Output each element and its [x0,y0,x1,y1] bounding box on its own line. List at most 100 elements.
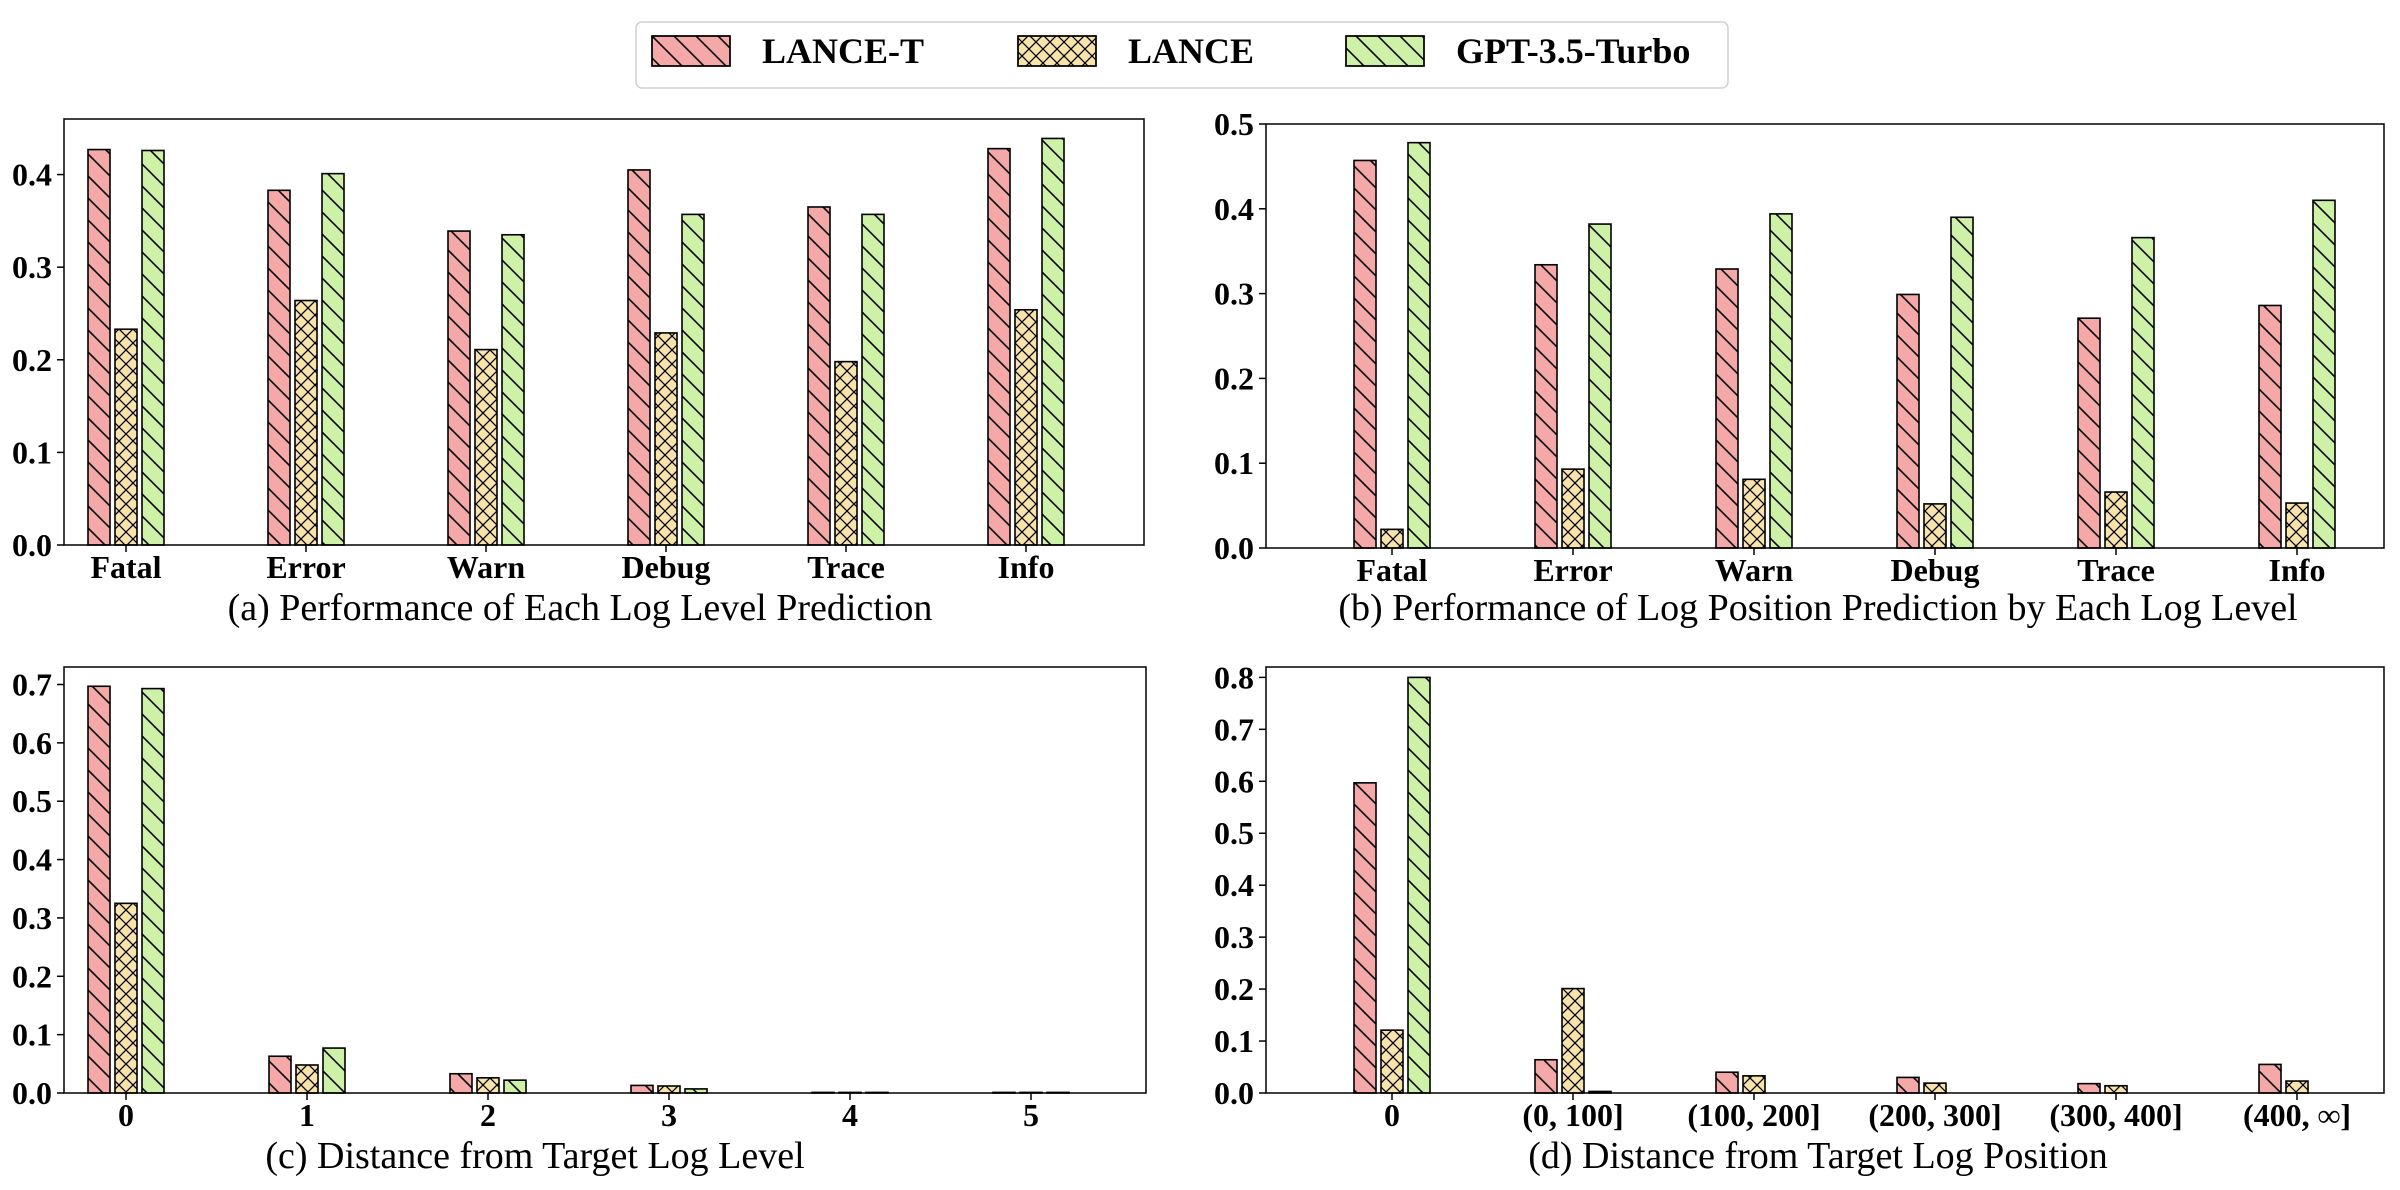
caption-b: (b) Performance of Log Position Predicti… [1338,587,2297,629]
x-tick-label-b-fatal: Fatal [1356,552,1427,588]
bar-a-lance-t-debug [627,169,651,546]
bar-b-gpt-3-5-turbo-trace-hatch [2131,236,2155,549]
y-tick-label-b-3: 0.3 [1214,276,1254,312]
caption-a: (a) Performance of Each Log Level Predic… [228,587,933,629]
bar-d-lance-200-300-hatch [1923,1082,1947,1094]
x-tick-label-b-debug: Debug [1891,552,1980,588]
bar-b-lance-t-info-hatch [2258,304,2282,549]
bar-a-gpt-3-5-turbo-trace-hatch [861,213,885,546]
bar-a-lance-trace [834,360,858,546]
bar-b-lance-info [2285,502,2309,549]
bar-a-gpt-3-5-turbo-info-hatch [1041,137,1065,546]
x-tick-label-c-5: 5 [1023,1097,1039,1133]
bar-d-lance-100-200 [1742,1075,1766,1094]
legend-hatch-gpt-3-5-turbo [1345,35,1425,67]
bar-a-lance-t-info [987,147,1011,546]
y-tick-label-d-5: 0.5 [1214,815,1254,851]
bar-d-lance-t-0-hatch [1353,782,1377,1094]
caption-c: (c) Distance from Target Log Level [265,1135,804,1177]
bar-c-lance-3-hatch [657,1085,681,1094]
y-tick-label-d-2: 0.2 [1214,971,1254,1007]
y-tick-label-d-8: 0.8 [1214,659,1254,695]
bar-b-gpt-3-5-turbo-debug-hatch [1950,216,1974,549]
bar-d-gpt-3-5-turbo-0-hatch [1407,676,1431,1094]
x-tick-label-d-100-200: (100, 200] [1687,1097,1820,1133]
bar-b-gpt-3-5-turbo-fatal [1407,141,1431,549]
bar-c-gpt-3-5-turbo-1 [322,1047,346,1094]
bar-d-lance-0-100 [1561,987,1585,1094]
bar-c-lance-3 [657,1085,681,1094]
bar-a-gpt-3-5-turbo-warn [501,233,525,546]
bar-a-lance-t-info-hatch [987,147,1011,546]
bar-d-lance-t-300-400-hatch [2077,1082,2101,1094]
bar-a-gpt-3-5-turbo-debug-hatch [681,213,705,546]
legend-item-lance-t: LANCE-T [651,31,924,71]
bar-b-gpt-3-5-turbo-error-hatch [1588,223,1612,549]
bar-a-lance-info-hatch [1014,308,1038,546]
plot-frame-b [1265,123,2385,549]
bar-c-lance-t-1-hatch [268,1055,292,1094]
chart-panel-a: 0.0 0.1 0.2 0.3 0.4 Fatal Error Warn Debug Trace… [12,118,1145,629]
x-tick-label-d-200-300: (200, 300] [1868,1097,2001,1133]
bar-d-lance-t-100-200-hatch [1715,1071,1739,1094]
bar-a-lance-debug [654,332,678,546]
bar-a-lance-t-warn-hatch [447,230,471,546]
x-axis-b: Fatal Error Warn Debug Trace Info [1356,548,2325,588]
x-tick-label-a-warn: Warn [447,549,525,585]
bar-a-lance-t-error [267,189,291,546]
y-tick-label-c-4: 0.4 [12,842,52,878]
chart-panel-c: 0.0 0.1 0.2 0.3 0.4 0.5 0.6 0.7 0 1 2 3 4 5 (c) Dist… [12,666,1147,1177]
bar-b-lance-fatal [1380,528,1404,549]
bar-c-gpt-3-5-turbo-0 [141,687,165,1094]
bar-c-lance-t-3-hatch [630,1084,654,1094]
bar-b-lance-t-debug [1896,293,1920,549]
bar-c-lance-t-2 [449,1072,473,1094]
x-tick-label-b-warn: Warn [1715,552,1793,588]
bar-a-gpt-3-5-turbo-debug [681,213,705,546]
bar-b-lance-t-warn-hatch [1715,268,1739,549]
bar-a-lance-t-trace [807,206,831,546]
bar-c-lance-1 [295,1064,319,1094]
bar-d-lance-t-200-300 [1896,1076,1920,1094]
bar-d-lance-0 [1380,1029,1404,1094]
x-tick-label-d-0: 0 [1384,1097,1400,1133]
bar-a-lance-t-trace-hatch [807,206,831,546]
bar-b-gpt-3-5-turbo-trace [2131,236,2155,549]
x-tick-label-a-trace: Trace [807,549,885,585]
bar-a-lance-fatal-hatch [114,328,138,546]
bar-a-lance-t-warn [447,230,471,546]
bar-d-lance-300-400 [2104,1084,2128,1094]
bar-d-lance-0-100-hatch [1561,987,1585,1094]
x-axis-a: Fatal Error Warn Debug Trace Info [90,545,1054,585]
y-tick-label-b-5: 0.5 [1214,106,1254,142]
chart-panel-b: 0.0 0.1 0.2 0.3 0.4 0.5 Fatal Error Warn Debug Tr… [1214,106,2385,629]
bar-a-gpt-3-5-turbo-error [321,172,345,546]
bar-d-gpt-3-5-turbo-0 [1407,676,1431,1094]
y-tick-label-d-1: 0.1 [1214,1023,1254,1059]
bar-b-lance-trace [2104,491,2128,549]
bar-d-lance-200-300 [1923,1082,1947,1094]
legend-label-lance-t: LANCE-T [762,31,924,71]
x-tick-label-a-error: Error [266,549,345,585]
x-tick-label-c-2: 2 [480,1097,496,1133]
x-tick-label-d-0-100: (0, 100] [1522,1097,1623,1133]
legend-label-lance: LANCE [1128,31,1254,71]
y-tick-label-b-1: 0.1 [1214,445,1254,481]
bar-d-lance-t-400 [2258,1063,2282,1094]
bar-b-lance-debug [1923,503,1947,549]
bar-d-lance-400-hatch [2285,1080,2309,1094]
bar-c-lance-t-2-hatch [449,1072,473,1094]
bar-c-lance-2-hatch [476,1077,500,1094]
bar-c-gpt-3-5-turbo-2-hatch [503,1079,527,1094]
x-tick-label-c-3: 3 [661,1097,677,1133]
y-axis-b: 0.0 0.1 0.2 0.3 0.4 0.5 [1214,106,1266,566]
y-axis-a: 0.0 0.1 0.2 0.3 0.4 [12,157,64,563]
x-axis-c: 0 1 2 3 4 5 [118,1093,1039,1133]
bar-a-gpt-3-5-turbo-fatal-hatch [141,149,165,546]
bar-b-lance-error-hatch [1561,468,1585,549]
y-tick-label-a-0: 0.0 [12,527,52,563]
bar-b-gpt-3-5-turbo-error [1588,223,1612,549]
y-tick-label-d-7: 0.7 [1214,711,1254,747]
bar-b-lance-warn-hatch [1742,478,1766,549]
bar-b-lance-t-trace-hatch [2077,317,2101,549]
